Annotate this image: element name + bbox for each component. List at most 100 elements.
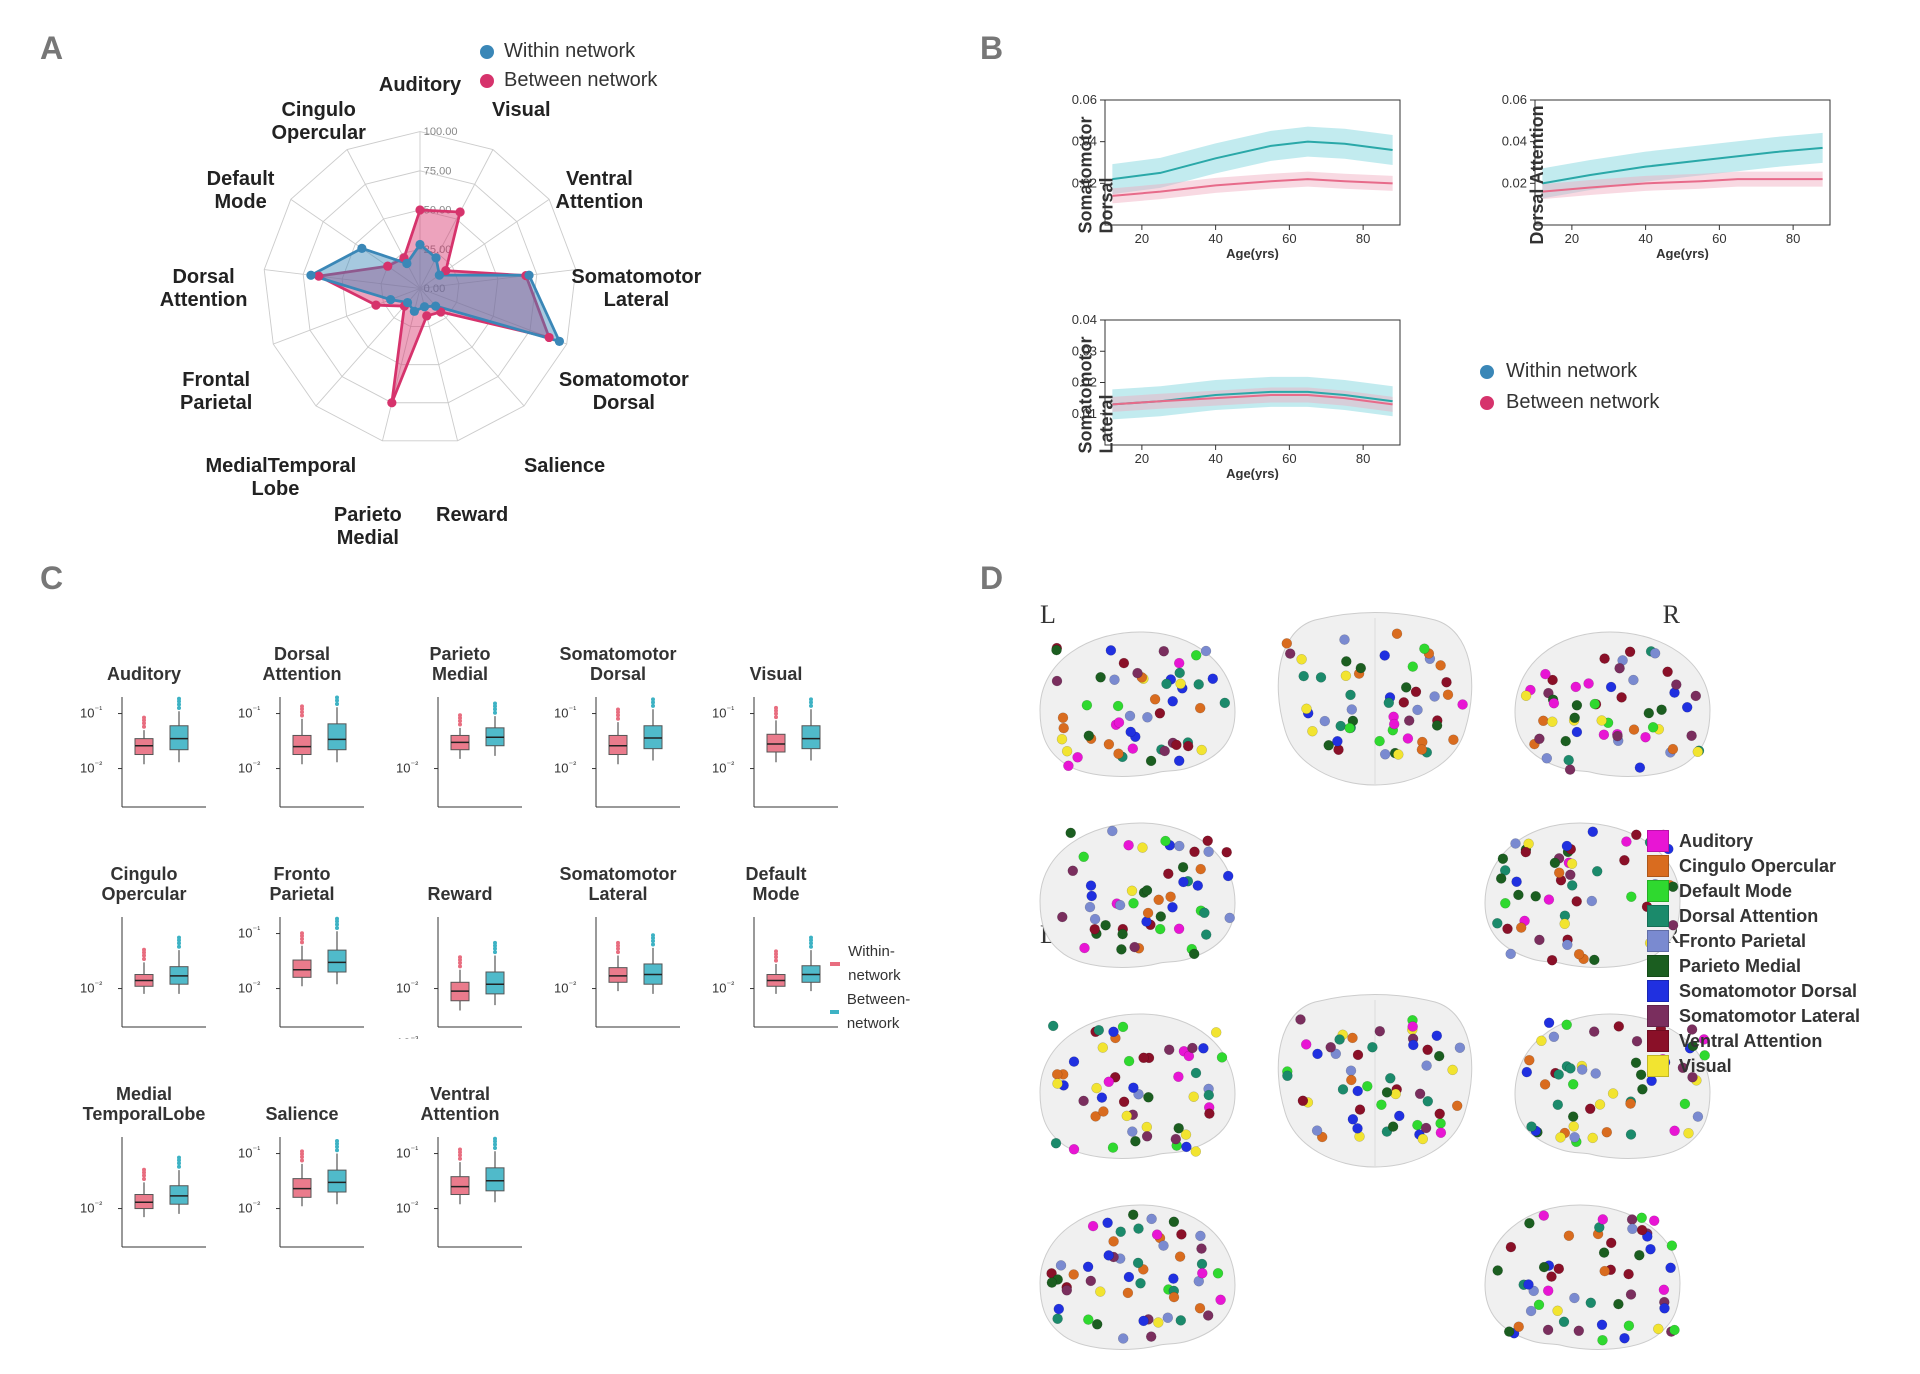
svg-text:0.02: 0.02 (1502, 175, 1527, 190)
svg-text:100.00: 100.00 (424, 126, 458, 138)
boxplot-title: DorsalAttention (229, 641, 375, 685)
d-legend-row: Somatomotor Lateral (1647, 1005, 1860, 1027)
svg-text:10⁻³: 10⁻³ (396, 1035, 418, 1039)
boxplot-title: CinguloOpercular (71, 861, 217, 905)
svg-text:20: 20 (1135, 451, 1149, 466)
legend-row-between: Between network (1480, 391, 1659, 414)
legend-swatch-between (830, 1010, 839, 1014)
boxplot-cell: Reward10⁻²10⁻³ (386, 860, 534, 1040)
brain-grid: L R L R (1020, 610, 1700, 1374)
radar-axis-label: DorsalAttention (134, 266, 274, 312)
svg-text:10⁻²: 10⁻² (238, 980, 260, 996)
brain-lateral (1020, 1002, 1255, 1167)
radar-axis-label: SomatomotorDorsal (554, 369, 694, 415)
svg-text:10⁻²: 10⁻² (238, 1200, 260, 1216)
boxplot-cell: ParietoMedial 10⁻² (386, 640, 534, 820)
boxplot-title: ParietoMedial (387, 641, 533, 685)
panel-b-label: B (980, 30, 1003, 67)
svg-text:10⁻²: 10⁻² (396, 760, 418, 776)
legend-row-between: Between-network (830, 988, 920, 1036)
svg-text:40: 40 (1208, 231, 1222, 246)
radar-axis-label: FrontalParietal (146, 369, 286, 415)
svg-text:80: 80 (1356, 451, 1370, 466)
boxplot-title: Reward (387, 861, 533, 905)
panel-c-label: C (40, 560, 63, 597)
svg-text:10⁻¹: 10⁻¹ (238, 1145, 260, 1161)
boxplot-title: Auditory (71, 641, 217, 685)
chart-ylabel: Dorsal Attention (1527, 105, 1548, 244)
d-legend-label: Cingulo Opercular (1679, 856, 1836, 877)
d-legend-label: Fronto Parietal (1679, 931, 1806, 952)
d-legend-row: Default Mode (1647, 880, 1860, 902)
legend-label-within: Within-network (848, 940, 920, 988)
chart-ylabel: SomatomotorDorsal (1076, 117, 1118, 234)
brain-lateral (1495, 620, 1730, 785)
svg-text:10⁻²: 10⁻² (80, 980, 102, 996)
boxplot-cell: FrontoParietal10⁻¹10⁻² (228, 860, 376, 1040)
d-legend-swatch (1647, 905, 1669, 927)
legend-label-between: Between network (1506, 391, 1659, 414)
brain-lateral (1020, 1193, 1255, 1358)
d-legend-label: Parieto Medial (1679, 956, 1801, 977)
radar-axis-label: Salience (495, 455, 635, 478)
legend-swatch-within (830, 962, 840, 966)
d-legend-swatch (1647, 1005, 1669, 1027)
d-legend-row: Fronto Parietal (1647, 930, 1860, 952)
panel-c: C Auditory10⁻¹10⁻²DorsalAttention10⁻¹10⁻… (40, 560, 920, 1280)
boxplot-cell: CinguloOpercular 10⁻² (70, 860, 218, 1040)
legend-label-between: Between network (504, 69, 657, 92)
boxplot-cell: SomatomotorDorsal10⁻¹10⁻² (544, 640, 692, 820)
panel-c-legend: Within-network Between-network (830, 940, 920, 1036)
panel-a-label: A (40, 30, 63, 67)
svg-text:10⁻²: 10⁻² (554, 980, 576, 996)
boxplot-title: Visual (703, 641, 849, 685)
svg-text:20: 20 (1135, 231, 1149, 246)
boxplot-title: SomatomotorDorsal (545, 641, 691, 685)
panel-d-legend: AuditoryCingulo OpercularDefault ModeDor… (1647, 830, 1860, 1080)
line-chart-dorsal_attn: Dorsal Attention0.020.040.0620406080Age(… (1480, 90, 1840, 260)
legend-label-within: Within network (1506, 360, 1637, 383)
radar-axis-label: Visual (451, 99, 591, 122)
d-legend-label: Auditory (1679, 831, 1753, 852)
svg-text:80: 80 (1356, 231, 1370, 246)
panel-d: D L R L R AuditoryCingulo OpercularDefau… (980, 560, 1880, 1280)
boxplot-cell: MedialTemporalLobe10⁻² (70, 1080, 218, 1260)
brain-lateral (1020, 620, 1255, 785)
boxplot-title: SomatomotorLateral (545, 861, 691, 905)
svg-text:10⁻¹: 10⁻¹ (238, 705, 260, 721)
radar-axis-label: ParietoMedial (298, 504, 438, 550)
d-legend-swatch (1647, 980, 1669, 1002)
legend-row-within: Within network (480, 40, 657, 63)
boxplot-title: FrontoParietal (229, 861, 375, 905)
radar-axis-label: DefaultMode (171, 168, 311, 214)
legend-row-within: Within-network (830, 940, 920, 988)
svg-text:60: 60 (1282, 451, 1296, 466)
d-legend-label: Somatomotor Dorsal (1679, 981, 1857, 1002)
d-legend-swatch (1647, 1055, 1669, 1077)
d-legend-swatch (1647, 855, 1669, 877)
svg-text:Age(yrs): Age(yrs) (1226, 246, 1279, 260)
boxplot-cell: Salience10⁻¹10⁻² (228, 1080, 376, 1260)
d-legend-row: Cingulo Opercular (1647, 855, 1860, 877)
legend-dot-within (480, 45, 494, 59)
legend-dot-within (1480, 365, 1494, 379)
boxplot-cell: Auditory10⁻¹10⁻² (70, 640, 218, 820)
svg-text:10⁻¹: 10⁻¹ (712, 705, 734, 721)
legend-label-between: Between-network (847, 988, 920, 1036)
radar-axis-label: VentralAttention (529, 168, 669, 214)
line-chart-sm_lateral: SomatomotorLateral0.010.020.030.04204060… (1050, 310, 1410, 480)
boxplot-cell: SomatomotorLateral 10⁻² (544, 860, 692, 1040)
d-legend-label: Ventral Attention (1679, 1031, 1822, 1052)
d-legend-row: Ventral Attention (1647, 1030, 1860, 1052)
radar-axis-label: MedialTemporalLobe (205, 455, 345, 501)
legend-dot-between (480, 74, 494, 88)
d-legend-row: Somatomotor Dorsal (1647, 980, 1860, 1002)
legend-row-within: Within network (1480, 360, 1659, 383)
svg-text:0.06: 0.06 (1502, 92, 1527, 107)
boxplot-title: DefaultMode (703, 861, 849, 905)
radar-chart-container: 25.0050.0075.00100.000.00 AuditoryVisual… (120, 30, 720, 510)
svg-text:0.04: 0.04 (1502, 134, 1527, 149)
legend-dot-between (1480, 396, 1494, 410)
svg-text:10⁻²: 10⁻² (712, 980, 734, 996)
boxplot-cell: DefaultMode 10⁻² (702, 860, 850, 1040)
